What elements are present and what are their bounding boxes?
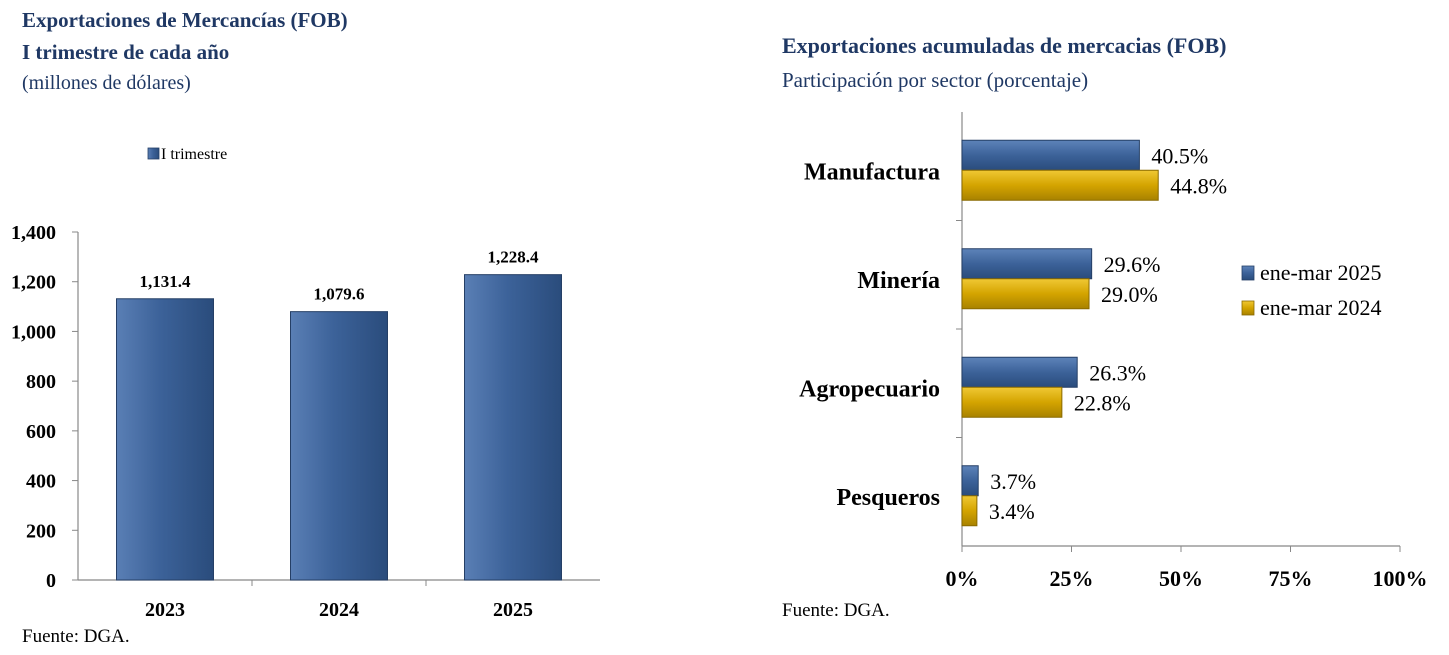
bar-agropecuario-2025 — [961, 356, 1078, 388]
left-chart-title: Exportaciones de Mercancías (FOB) — [22, 8, 348, 32]
bar-value-label: 40.5% — [1151, 143, 1208, 168]
left-chart-subtitle: I trimestre de cada año — [22, 40, 230, 64]
y-tick-label: 1,000 — [11, 321, 56, 343]
bar-value-label: 3.7% — [990, 469, 1036, 494]
x-tick-label: 0% — [946, 566, 979, 591]
legend-label: ene-mar 2025 — [1260, 260, 1382, 285]
y-tick-label: 200 — [26, 520, 56, 542]
bar-pesqueros-2025 — [961, 465, 979, 497]
bar-2024 — [290, 311, 388, 581]
y-tick-label: 0 — [46, 570, 56, 592]
bar-minería-2025 — [961, 248, 1093, 280]
bar-value-label: 1,079.6 — [314, 285, 365, 304]
bar-value-label: 29.0% — [1101, 282, 1158, 307]
category-label: Pesqueros — [836, 485, 940, 511]
bar-pesqueros-2024 — [961, 495, 978, 527]
legend-swatch — [1241, 265, 1255, 281]
x-tick-label: 2024 — [319, 599, 359, 621]
y-tick-label: 800 — [26, 371, 56, 393]
bar-minería-2024 — [961, 278, 1090, 310]
legend-swatch — [1241, 300, 1255, 316]
bar-agropecuario-2024 — [961, 386, 1063, 418]
left-source-note: Fuente: DGA. — [22, 626, 130, 647]
right-chart-title: Exportaciones acumuladas de mercacias (F… — [782, 33, 1227, 58]
y-tick-label: 1,400 — [11, 222, 56, 244]
bar-value-label: 29.6% — [1104, 252, 1161, 277]
x-tick-label: 2023 — [145, 599, 185, 621]
y-tick-label: 1,200 — [11, 272, 56, 294]
bar-value-label: 3.4% — [989, 499, 1035, 524]
x-tick-label: 25% — [1050, 566, 1094, 591]
y-tick-label: 400 — [26, 471, 56, 493]
bar-value-label: 22.8% — [1074, 390, 1131, 415]
legend-label: ene-mar 2024 — [1260, 295, 1382, 320]
x-tick-label: 50% — [1159, 566, 1203, 591]
x-tick-label: 75% — [1269, 566, 1313, 591]
x-tick-label: 2025 — [493, 599, 533, 621]
right-source-note: Fuente: DGA. — [782, 600, 890, 621]
legend-swatch — [147, 147, 160, 160]
bar-value-label: 1,228.4 — [488, 248, 540, 267]
y-tick-label: 600 — [26, 421, 56, 443]
x-tick-label: 100% — [1373, 566, 1428, 591]
bar-manufactura-2024 — [961, 169, 1159, 201]
bar-value-label: 1,131.4 — [140, 272, 192, 291]
category-label: Manufactura — [804, 159, 940, 185]
right-chart-subtitle: Participación por sector (porcentaje) — [782, 68, 1089, 92]
legend-label: I trimestre — [161, 146, 227, 163]
left-chart-unit: (millones de dólares) — [22, 72, 191, 94]
bar-2023 — [116, 298, 214, 581]
bar-manufactura-2025 — [961, 139, 1140, 171]
bar-value-label: 26.3% — [1089, 360, 1146, 385]
bar-value-label: 44.8% — [1170, 173, 1227, 198]
category-label: Agropecuario — [799, 376, 940, 402]
bar-2025 — [464, 274, 562, 581]
category-label: Minería — [857, 268, 940, 294]
